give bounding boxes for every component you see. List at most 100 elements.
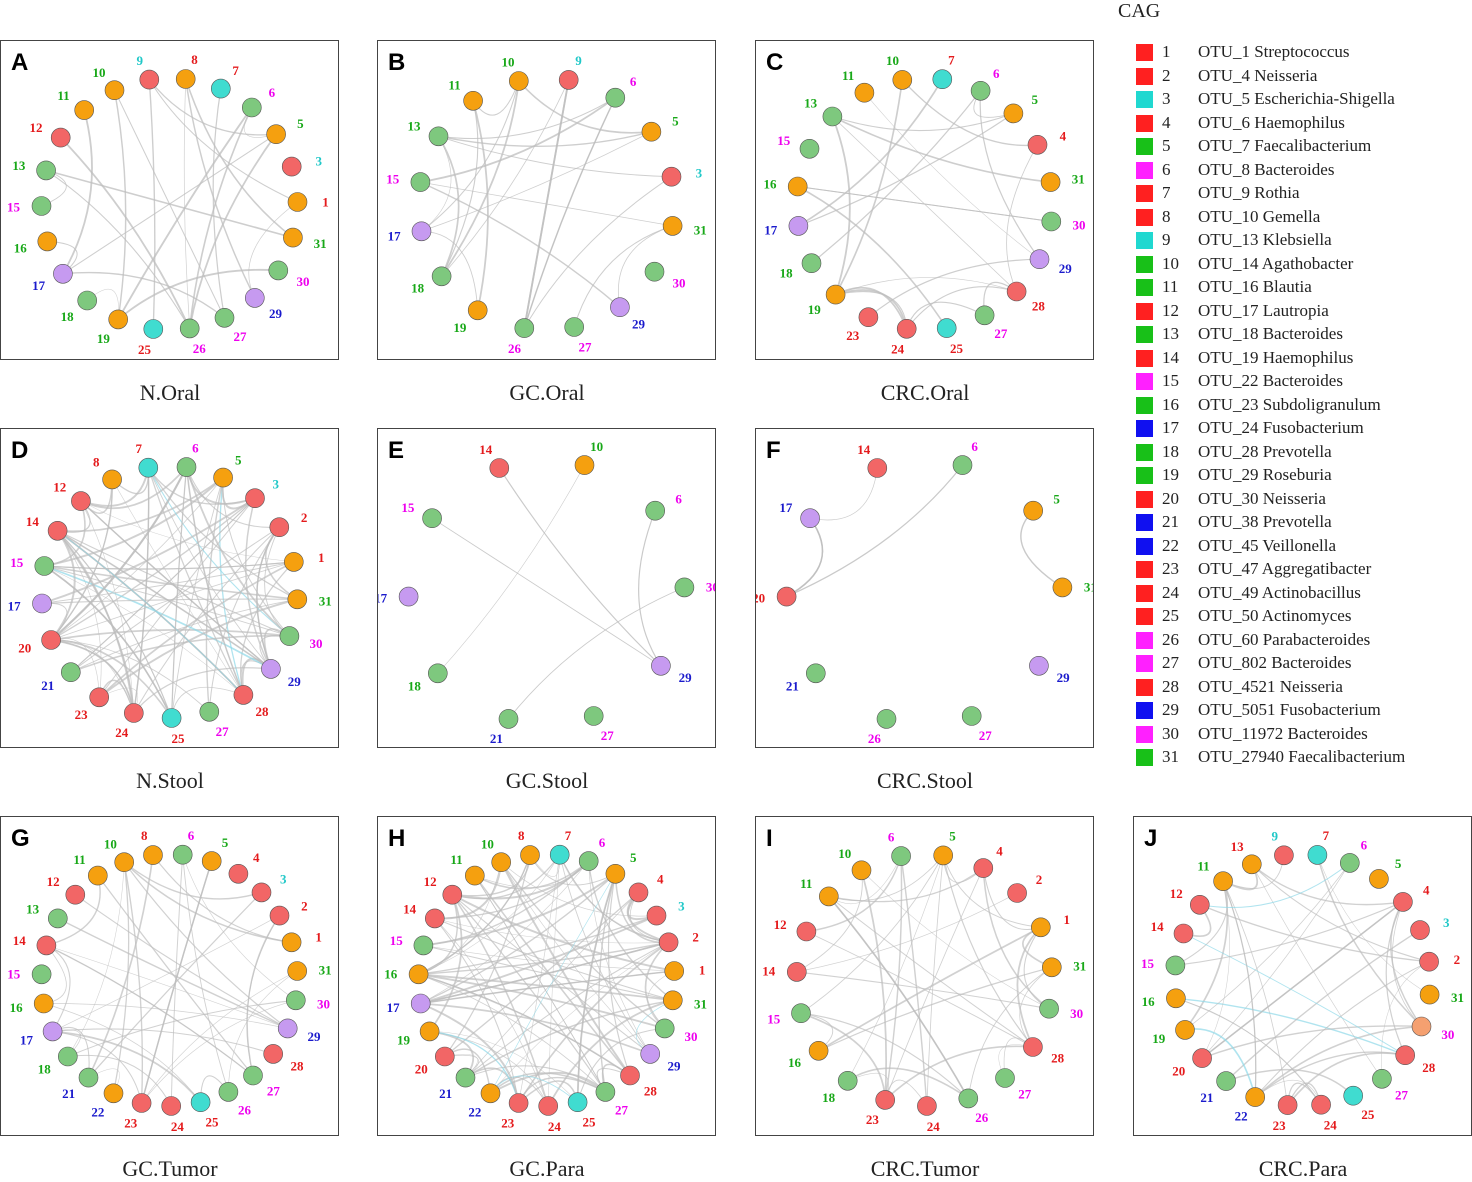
network-node-19	[467, 300, 488, 321]
node-label: 31	[1084, 580, 1093, 595]
node-label: 11	[842, 68, 854, 83]
network-node-4	[973, 858, 994, 878]
network-node-18	[837, 1070, 858, 1091]
network-edge	[831, 116, 851, 295]
network-node-22	[1245, 1087, 1265, 1107]
network-node-21	[498, 709, 519, 729]
network-edge	[474, 875, 606, 1093]
node-label: 30	[317, 997, 330, 1012]
network-node-29	[651, 656, 671, 676]
network-edge	[818, 966, 1052, 1052]
node-label: 12	[53, 480, 66, 495]
network-edge	[576, 873, 616, 1103]
node-label: 14	[479, 442, 493, 457]
network-edge	[147, 467, 244, 696]
network-edge	[123, 861, 262, 900]
panel-letter: C	[766, 49, 784, 76]
legend-swatch	[1136, 349, 1153, 367]
network-node-12	[442, 884, 463, 905]
panel-letter: B	[388, 49, 406, 76]
network-panel-b: 10 9 6 5 3 31 30 29 27 26 19 18 17 15 13 11 B	[377, 40, 716, 360]
network-edge	[98, 598, 298, 699]
network-edge	[1390, 901, 1423, 1027]
network-node-11	[1213, 871, 1233, 891]
node-label: 30	[685, 1029, 698, 1044]
network-edge	[786, 464, 963, 598]
network-edge	[559, 854, 669, 943]
network-edge	[847, 1067, 969, 1100]
node-label: 31	[1073, 958, 1086, 973]
network-edge	[800, 1012, 969, 1099]
network-edge	[835, 277, 1017, 295]
network-edge	[67, 999, 296, 1057]
node-label: 21	[439, 1086, 452, 1101]
network-edge	[57, 530, 290, 637]
network-edge	[451, 894, 651, 1055]
node-label: 27	[216, 724, 230, 739]
network-edge	[188, 133, 277, 329]
node-label: 30	[310, 636, 323, 651]
network-edge	[1254, 1025, 1422, 1098]
legend-swatch	[1136, 91, 1153, 108]
network-node-31	[1041, 957, 1062, 978]
network-edge	[1175, 997, 1406, 1056]
network-edge	[141, 999, 296, 1104]
network-edge	[884, 867, 984, 1101]
network-node-7	[549, 844, 570, 865]
node-label: 11	[73, 852, 85, 867]
node-label: 22	[1235, 1109, 1248, 1124]
network-edge	[1016, 926, 1042, 1048]
edge-group	[1175, 854, 1430, 1106]
legend-label: OTU_9 Rothia	[1198, 183, 1300, 202]
legend-label: OTU_38 Prevotella	[1198, 512, 1332, 531]
network-edge	[1286, 1052, 1406, 1106]
node-label: 1	[322, 195, 329, 210]
network-edge	[420, 873, 616, 1005]
node-label: 24	[115, 725, 129, 740]
legend-swatch	[1136, 208, 1153, 226]
legend-number: 21	[1162, 512, 1179, 531]
network-node-18	[431, 266, 452, 287]
node-label: 2	[1036, 872, 1043, 887]
network-edge	[796, 892, 1018, 973]
network-node-9	[1274, 845, 1294, 866]
network-node-27	[961, 706, 982, 726]
network-node-21	[61, 662, 81, 682]
network-edge	[901, 79, 1038, 147]
network-edge	[451, 894, 549, 1107]
network-node-5	[641, 121, 662, 142]
network-node-24	[124, 703, 144, 723]
network-edge	[420, 181, 621, 308]
node-label: 29	[288, 674, 302, 689]
network-edge	[523, 97, 616, 329]
network-edge	[517, 941, 670, 1104]
network-node-28	[1006, 281, 1027, 302]
network-node-18	[77, 290, 97, 311]
network-graph-j: 9 765432313028272524232221201916151412111…	[1141, 828, 1464, 1133]
network-edge	[420, 860, 589, 1004]
node-label: 5	[235, 452, 242, 467]
network-node-2	[269, 905, 290, 926]
network-node-31	[662, 216, 683, 236]
node-label: 2	[1454, 952, 1461, 967]
node-label: 15	[401, 500, 415, 515]
network-edge	[434, 918, 669, 944]
node-label: 10	[481, 837, 494, 852]
legend-number: 9	[1162, 230, 1171, 249]
legend-swatch	[1136, 725, 1153, 743]
node-label: 24	[927, 1119, 941, 1134]
node-label: 1	[699, 963, 706, 978]
node-label: 3	[280, 871, 287, 886]
legend-number: 27	[1162, 653, 1179, 672]
panel-letter: E	[388, 437, 405, 464]
network-edge	[57, 917, 288, 1030]
edge-group	[418, 854, 675, 1107]
network-edge	[421, 131, 652, 232]
node-label: 10	[590, 439, 603, 454]
network-edge	[188, 107, 253, 329]
node-label: 8	[191, 52, 198, 67]
legend-swatch	[1136, 138, 1153, 155]
legend-label: OTU_24 Fusobacterium	[1198, 418, 1364, 437]
legend-swatch	[1136, 255, 1153, 273]
network-edge	[942, 855, 1034, 1048]
